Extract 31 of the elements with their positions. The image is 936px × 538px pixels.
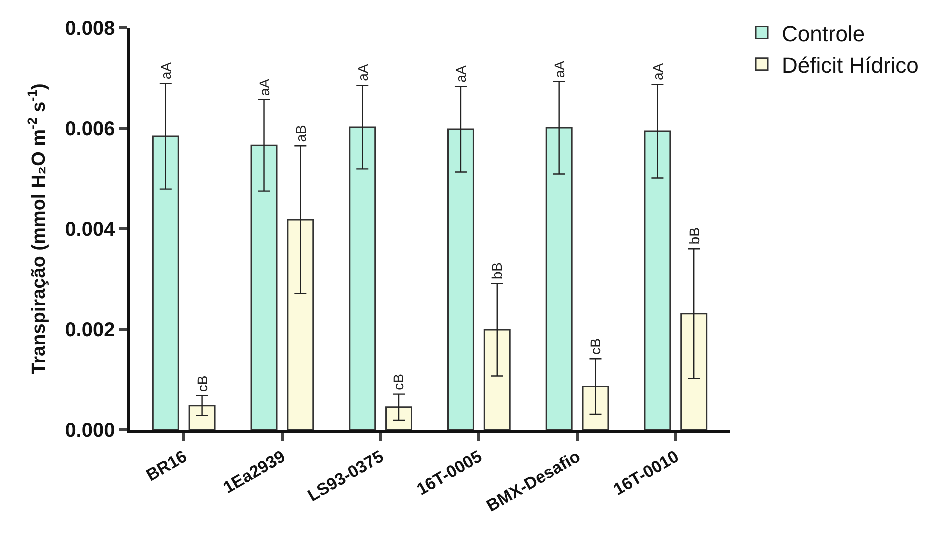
annotation: bB bbox=[489, 262, 506, 280]
annotation: aA bbox=[552, 60, 568, 78]
annotation: aA bbox=[650, 62, 666, 80]
annotation: aA bbox=[158, 62, 174, 80]
bar bbox=[287, 219, 314, 430]
y-tick-label: 0.006 bbox=[65, 118, 116, 140]
annotation: bB bbox=[686, 228, 702, 245]
annotation: cB bbox=[588, 338, 604, 355]
annotation: cB bbox=[194, 376, 210, 392]
bar bbox=[152, 136, 180, 430]
bar bbox=[386, 406, 412, 430]
bar bbox=[680, 313, 708, 430]
annotation: aA bbox=[256, 78, 272, 96]
bar bbox=[582, 386, 610, 430]
y-tick-label: 0.008 bbox=[65, 18, 116, 40]
annotation: aB bbox=[293, 125, 310, 142]
bar bbox=[448, 128, 474, 430]
annotation: aA bbox=[453, 64, 470, 83]
bar bbox=[349, 126, 376, 430]
y-tick-label: 0.002 bbox=[65, 320, 116, 342]
y-tick-label: 0.000 bbox=[65, 420, 116, 442]
bar bbox=[484, 329, 511, 430]
bar bbox=[250, 144, 278, 430]
bar bbox=[546, 127, 573, 430]
y-tick-label: 0.004 bbox=[65, 219, 116, 241]
legend-label: Déficit Hídrico bbox=[782, 52, 919, 78]
annotation: cB bbox=[390, 374, 407, 390]
legend-label: Controle bbox=[782, 21, 866, 46]
annotation: aA bbox=[354, 64, 371, 82]
bar bbox=[644, 130, 672, 430]
bar bbox=[188, 405, 216, 430]
